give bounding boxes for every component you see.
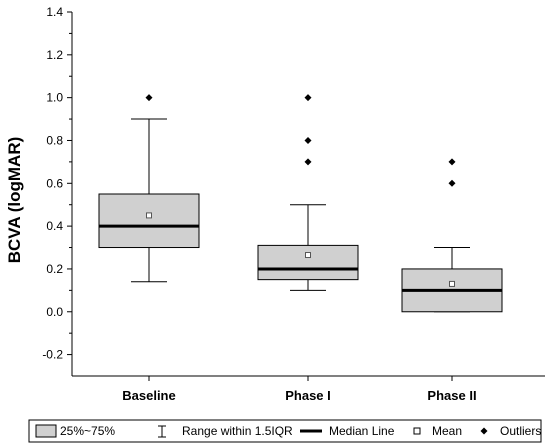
y-tick-label: 1.0 [46,91,63,105]
outlier-point [448,158,456,166]
mean-marker [305,252,311,259]
y-tick-label: -0.2 [42,348,63,362]
mean-marker [449,280,455,287]
legend-median-label: Median Line [329,424,395,438]
iqr-box [98,193,200,249]
outlier-point [304,94,312,102]
legend: 25%~75% Range within 1.5IQR Median Line … [28,419,542,443]
y-tick-label: 1.4 [46,5,63,19]
legend-box-label: 25%~75% [60,424,115,438]
box-2 [257,94,359,291]
y-axis: -0.2 0.0 0.2 0.4 0.6 0.8 1.0 1.2 1.4 [42,5,72,362]
x-category-label: Phase I [285,388,331,403]
x-category-label: Phase II [427,388,476,403]
y-tick-label: 0.4 [46,219,63,233]
outlier-point [145,94,153,102]
y-tick-label: 0.2 [46,262,63,276]
mean-marker [146,212,152,219]
legend-mean-label: Mean [432,424,462,438]
x-category-label: Baseline [122,388,175,403]
box-series [98,94,503,313]
x-axis: Baseline Phase I Phase II [122,376,477,403]
y-tick-label: 0.0 [46,305,63,319]
legend-mean-swatch [413,427,421,435]
y-tick-label: 0.8 [46,133,63,147]
legend-outlier-swatch [480,427,488,435]
legend-frame [28,419,542,443]
legend-box-swatch [35,424,57,438]
box-1 [98,94,200,283]
box-3 [401,158,503,313]
outlier-point [304,158,312,166]
legend-range-swatch [158,425,166,438]
y-tick-label: 1.2 [46,48,63,62]
y-axis-title: BCVA (logMAR) [5,137,24,264]
legend-outliers-label: Outliers [500,424,541,438]
outlier-point [448,179,456,187]
outlier-point [304,136,312,144]
iqr-box [257,244,359,281]
y-tick-label: 0.6 [46,176,63,190]
legend-range-label: Range within 1.5IQR [182,424,293,438]
